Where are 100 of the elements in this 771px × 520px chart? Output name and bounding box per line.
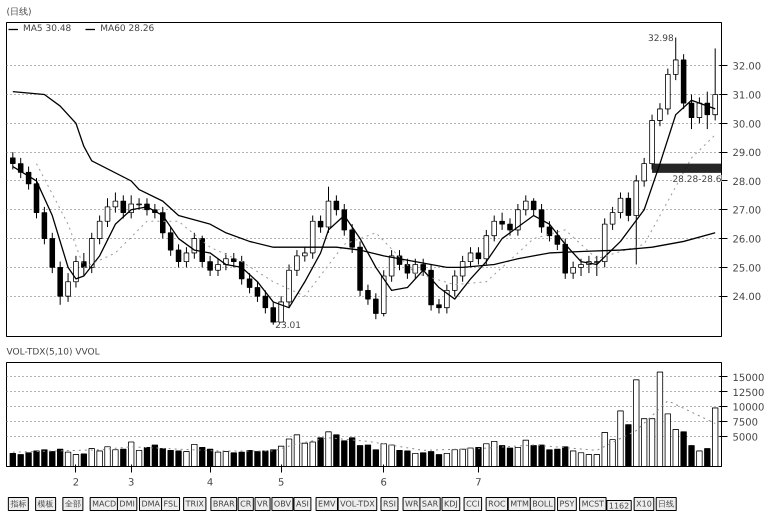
candlestick [254, 281, 260, 302]
text: CR [240, 500, 252, 508]
text: BOLL [532, 500, 554, 508]
text: DMI [119, 500, 135, 508]
x-tick-label: 2 [72, 478, 80, 488]
candlestick [476, 246, 482, 265]
x-tick-label: 3 [128, 478, 134, 488]
text: 指标 [9, 500, 26, 508]
candlestick [168, 226, 174, 256]
candlestick [176, 244, 182, 268]
text: MACD [92, 500, 116, 508]
x-tick-label: 7 [475, 478, 482, 488]
text: 模板 [38, 500, 54, 508]
text: X10 [636, 500, 652, 508]
candlestick [215, 258, 221, 277]
text: 全部 [64, 500, 81, 508]
candlestick [499, 212, 505, 230]
y-tick-label: 28.00 [732, 176, 762, 188]
y-tick-label: 26.00 [732, 234, 762, 246]
candlestick [342, 203, 348, 236]
y-tick-label: 31.00 [732, 90, 762, 102]
candlestick [672, 36, 678, 81]
candlestick [231, 252, 237, 268]
candlestick [192, 232, 198, 260]
text: TRIX [184, 500, 204, 508]
annotation: 32.98 [648, 34, 674, 44]
candlestick [610, 206, 616, 230]
candlestick [452, 270, 458, 297]
text: SAR [422, 500, 439, 508]
legend-label: MA60 28.26 [100, 24, 154, 34]
text: WR [405, 500, 419, 508]
text: RSI [382, 500, 396, 508]
chart-title: VOL-TDX(5,10) VVOL [6, 348, 100, 358]
candlestick [136, 198, 142, 210]
legend-label: MA5 30.48 [23, 24, 72, 34]
annotation: 23.01 [275, 321, 302, 332]
text: VOL-TDX [340, 500, 376, 508]
candlestick [491, 215, 497, 242]
candlestick [334, 194, 340, 216]
text: DMA [141, 500, 161, 508]
y-tick-label: 24.00 [732, 292, 762, 304]
text: BRAR [212, 500, 236, 508]
x-tick-label: 4 [206, 478, 214, 488]
text: VR [257, 500, 269, 508]
candlestick [436, 298, 442, 314]
text: PSY [560, 500, 574, 508]
text: ROC [488, 500, 506, 508]
y-tick-label: 7500 [732, 418, 758, 429]
candlestick [65, 272, 71, 302]
candlestick [641, 157, 647, 188]
text: OBV [274, 500, 292, 508]
candlestick [73, 255, 79, 288]
candlestick [81, 252, 87, 277]
band-label: 28.28-28.6 [672, 174, 722, 185]
text: FSL [164, 500, 178, 508]
text: MCST [582, 500, 604, 508]
x-tick-label: 5 [278, 478, 284, 488]
candlestick [318, 215, 324, 234]
candlestick [199, 235, 205, 268]
candlestick [594, 255, 600, 277]
candlestick [184, 246, 190, 268]
y-tick-label: 32.00 [732, 62, 762, 73]
y-tick-label: 12500 [732, 388, 764, 399]
candlestick [302, 246, 308, 262]
candlestick [546, 220, 552, 242]
candlestick [294, 250, 300, 277]
candlestick [112, 192, 118, 214]
candlestick [578, 258, 584, 277]
text: 日线 [658, 500, 674, 508]
text: KDJ [444, 500, 458, 508]
y-tick-label: 10000 [732, 402, 764, 414]
line-series [12, 400, 716, 453]
candlestick [570, 261, 576, 280]
y-tick-label: 29.00 [732, 148, 762, 160]
y-tick-label: 5000 [732, 432, 758, 444]
candlestick [365, 284, 371, 306]
candlestick [120, 194, 126, 219]
candlestick [657, 102, 663, 127]
candlestick [104, 198, 110, 228]
candlestick [238, 255, 244, 286]
candlestick [515, 203, 521, 236]
candlestick [373, 292, 379, 320]
text: CCI [466, 500, 480, 508]
text: EMV [318, 500, 336, 508]
candlestick [96, 215, 102, 245]
text: 1162 [608, 502, 630, 510]
candlestick [484, 229, 490, 265]
candlestick [626, 192, 632, 222]
candlestick [207, 255, 213, 277]
y-tick-label: 15000 [732, 372, 764, 384]
candlestick [349, 224, 355, 254]
y-tick-label: 27.00 [732, 206, 762, 217]
candlestick [530, 198, 536, 216]
candlestick [246, 272, 252, 294]
candlestick [523, 194, 529, 216]
y-tick-label: 25.00 [732, 263, 762, 274]
chart-title: (日线) [6, 6, 32, 18]
x-tick-label: 6 [380, 478, 387, 488]
candlestick [538, 203, 544, 234]
y-tick-label: 30.00 [732, 119, 762, 130]
